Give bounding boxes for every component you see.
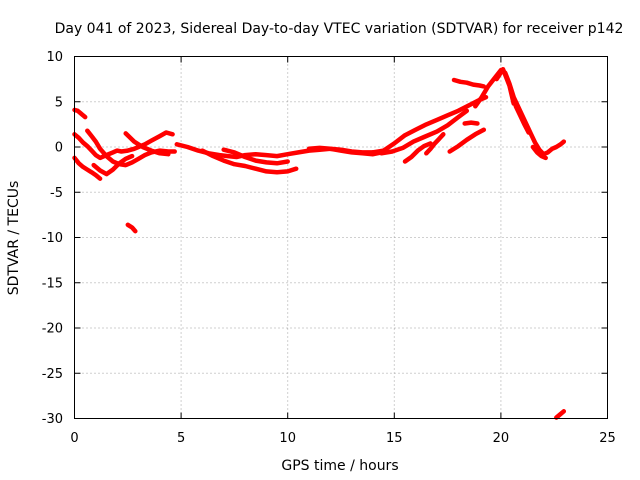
y-tick-label: -5 (50, 186, 63, 201)
chart-title: Day 041 of 2023, Sidereal Day-to-day VTE… (55, 21, 624, 37)
x-tick-label: 20 (493, 431, 510, 446)
x-axis-label: GPS time / hours (281, 458, 398, 474)
data-arc-arc-c (72, 155, 103, 181)
data-arc-arc-i (200, 148, 299, 175)
data-arc-arc-m (379, 108, 470, 156)
axis-ticks: 0 5 10 15 20 25 10 5 0 -5 -10 -15 -20 -25 -30 (42, 50, 616, 446)
data-arc-arc-e (91, 153, 135, 177)
grid-lines (74, 56, 608, 419)
y-tick-label: -25 (42, 367, 63, 382)
data-arc-arc-g (125, 222, 138, 234)
data-arc-arc-t (494, 66, 516, 106)
x-tick-label: 25 (599, 431, 616, 446)
data-arc-arc-f (123, 131, 171, 157)
x-tick-label: 10 (279, 431, 296, 446)
x-tick-label: 0 (70, 431, 78, 446)
data-arc-arc-a (72, 107, 88, 120)
plot-frame (74, 56, 608, 419)
data-arc-arc-n (402, 141, 433, 164)
data-arc-arc-v (530, 144, 548, 161)
y-tick-label: 5 (55, 95, 63, 110)
data-traces (72, 66, 567, 420)
y-tick-label: -15 (42, 276, 63, 291)
y-tick-label: -20 (42, 322, 63, 337)
data-arc-arc-j (221, 147, 290, 166)
data-arc-arc-o (424, 132, 446, 156)
data-arc-arc-k (306, 145, 384, 157)
x-tick-label: 5 (177, 431, 185, 446)
y-tick-label: -30 (42, 412, 63, 427)
data-arc-arc-w (554, 409, 567, 420)
y-tick-label: 0 (55, 141, 63, 156)
x-tick-label: 15 (386, 431, 403, 446)
data-arc-arc-r (462, 120, 480, 126)
data-arc-arc-p (447, 127, 487, 154)
data-arc-arc-b (72, 130, 175, 161)
data-arc-arc-u (513, 104, 531, 135)
y-tick-label: 10 (46, 50, 63, 65)
y-tick-label: -10 (42, 231, 63, 246)
y-axis-label: SDTVAR / TECUs (6, 181, 22, 296)
data-arc-arc-q (451, 77, 487, 89)
data-arc-arc-l (370, 94, 489, 155)
